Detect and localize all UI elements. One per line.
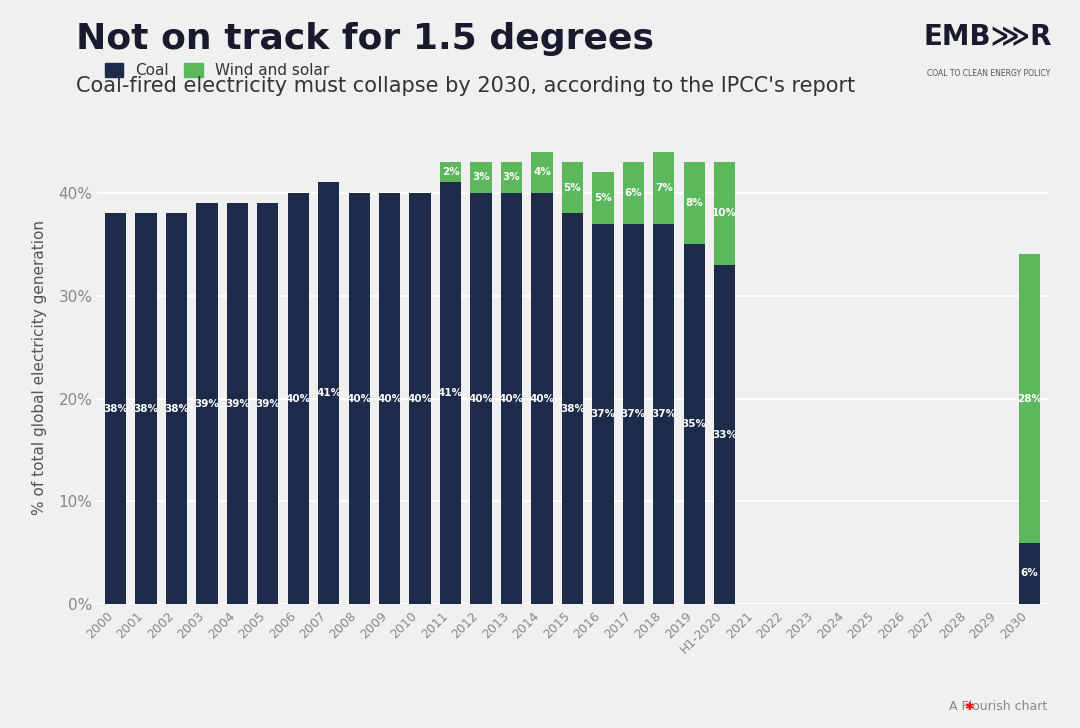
Bar (623, 162, 644, 223)
Text: 37%: 37% (651, 409, 676, 419)
Bar (409, 193, 431, 604)
Bar (653, 223, 674, 604)
Bar (440, 162, 461, 183)
Bar (379, 193, 401, 604)
Text: 6%: 6% (1021, 569, 1038, 578)
Bar (501, 193, 522, 604)
Text: 41%: 41% (316, 388, 341, 398)
Bar (318, 183, 339, 604)
Text: 33%: 33% (712, 430, 738, 440)
Bar (531, 193, 553, 604)
Text: 40%: 40% (407, 394, 433, 403)
Bar (227, 203, 248, 604)
Text: 6%: 6% (624, 188, 643, 198)
Bar (714, 265, 735, 604)
Bar (440, 183, 461, 604)
Bar (1018, 255, 1040, 542)
Bar (684, 162, 705, 244)
Legend: Coal, Wind and solar: Coal, Wind and solar (105, 63, 329, 78)
Text: 40%: 40% (469, 394, 494, 403)
Text: 28%: 28% (1017, 394, 1042, 403)
Bar (684, 244, 705, 604)
Text: 7%: 7% (654, 183, 673, 193)
Text: ✱: ✱ (964, 702, 974, 712)
Text: 39%: 39% (255, 399, 280, 408)
Text: 39%: 39% (194, 399, 219, 408)
Bar (165, 213, 187, 604)
Text: 40%: 40% (529, 394, 554, 403)
Bar (501, 162, 522, 193)
Text: 2%: 2% (442, 167, 459, 177)
Bar (623, 223, 644, 604)
Text: EMB⋙R: EMB⋙R (924, 22, 1052, 50)
Text: 3%: 3% (502, 173, 521, 182)
Text: 38%: 38% (164, 404, 189, 414)
Bar (471, 193, 491, 604)
Text: COAL TO CLEAN ENERGY POLICY: COAL TO CLEAN ENERGY POLICY (927, 69, 1050, 78)
Bar (592, 173, 613, 223)
Text: 39%: 39% (225, 399, 249, 408)
Text: 5%: 5% (564, 183, 581, 193)
Text: 41%: 41% (438, 388, 463, 398)
Bar (257, 203, 279, 604)
Bar (287, 193, 309, 604)
Bar (562, 213, 583, 604)
Text: 4%: 4% (534, 167, 551, 177)
Text: 8%: 8% (686, 198, 703, 208)
Bar (653, 151, 674, 223)
Bar (562, 162, 583, 213)
Text: 10%: 10% (712, 208, 738, 218)
Text: 40%: 40% (347, 394, 372, 403)
Y-axis label: % of total global electricity generation: % of total global electricity generation (32, 220, 48, 515)
Bar (105, 213, 126, 604)
Bar (714, 162, 735, 265)
Bar (135, 213, 157, 604)
Bar (197, 203, 217, 604)
Text: 40%: 40% (377, 394, 402, 403)
Text: 37%: 37% (591, 409, 616, 419)
Text: Not on track for 1.5 degrees: Not on track for 1.5 degrees (76, 22, 653, 56)
Text: 5%: 5% (594, 193, 611, 203)
Text: Coal-fired electricity must collapse by 2030, according to the IPCC's report: Coal-fired electricity must collapse by … (76, 76, 855, 96)
Bar (531, 151, 553, 193)
Bar (471, 162, 491, 193)
Bar (592, 223, 613, 604)
Bar (349, 193, 369, 604)
Bar (1018, 542, 1040, 604)
Text: 35%: 35% (681, 419, 706, 430)
Text: 38%: 38% (103, 404, 127, 414)
Text: 3%: 3% (472, 173, 490, 182)
Text: 40%: 40% (286, 394, 311, 403)
Text: 40%: 40% (499, 394, 524, 403)
Text: 37%: 37% (621, 409, 646, 419)
Text: A Flourish chart: A Flourish chart (949, 700, 1048, 713)
Text: 38%: 38% (134, 404, 159, 414)
Text: 38%: 38% (559, 404, 585, 414)
